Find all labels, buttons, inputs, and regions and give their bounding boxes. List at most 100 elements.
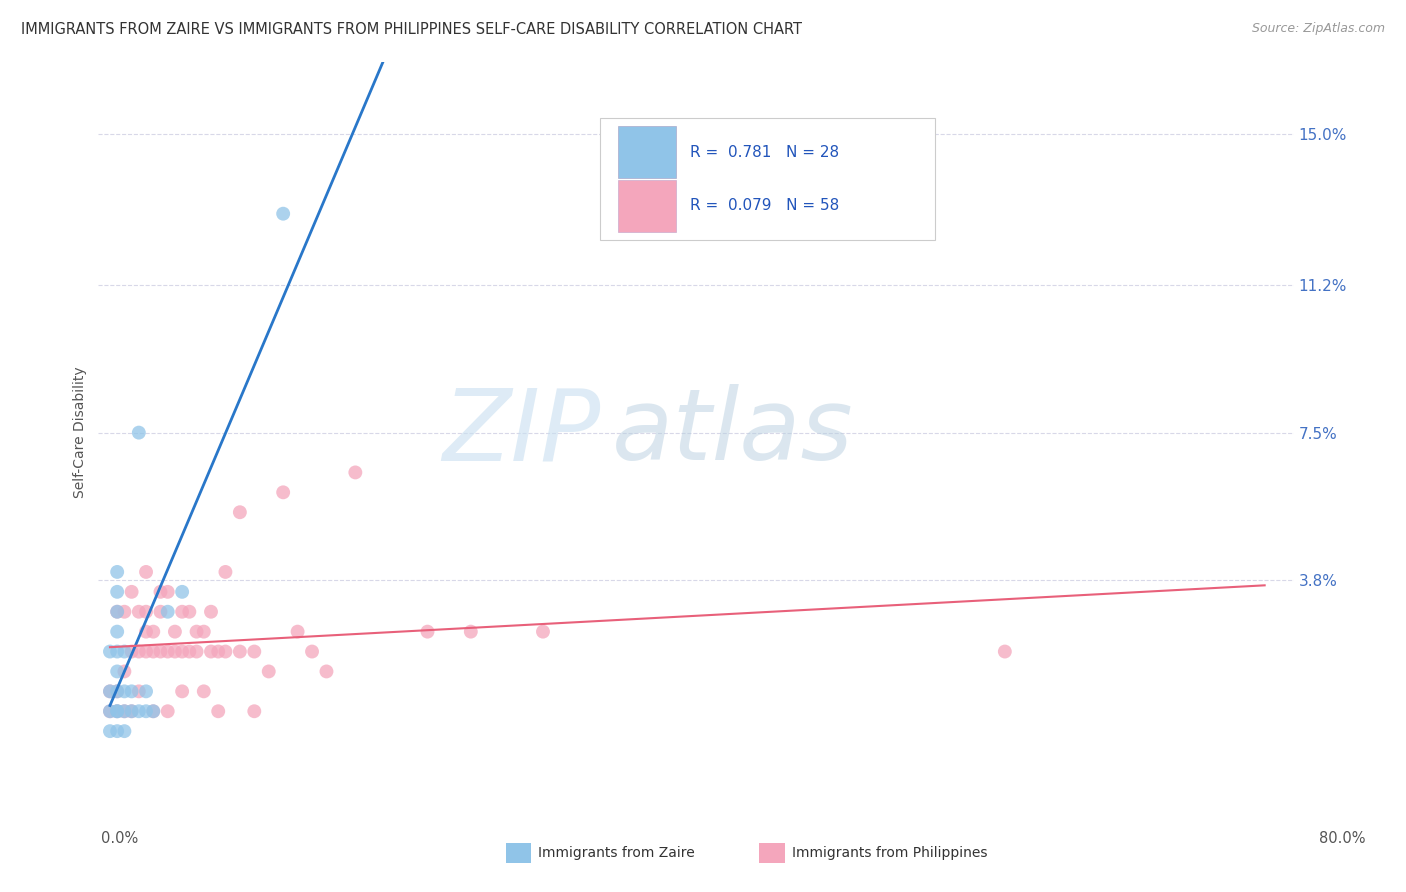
Point <box>142 644 165 658</box>
Point <box>121 704 143 718</box>
Point <box>112 704 135 718</box>
Point <box>121 584 143 599</box>
Point <box>172 605 194 619</box>
Point <box>156 644 179 658</box>
Y-axis label: Self-Care Disability: Self-Care Disability <box>73 367 87 499</box>
Text: IMMIGRANTS FROM ZAIRE VS IMMIGRANTS FROM PHILIPPINES SELF-CARE DISABILITY CORREL: IMMIGRANTS FROM ZAIRE VS IMMIGRANTS FROM… <box>21 22 801 37</box>
Point <box>149 584 172 599</box>
Point <box>105 584 128 599</box>
Text: Source: ZipAtlas.com: Source: ZipAtlas.com <box>1251 22 1385 36</box>
Point <box>214 644 236 658</box>
Point <box>105 665 128 679</box>
Point <box>121 644 143 658</box>
Point <box>98 684 121 698</box>
Point <box>105 684 128 698</box>
Point <box>112 605 135 619</box>
Point <box>128 425 150 440</box>
Point <box>214 565 236 579</box>
Point <box>105 724 128 739</box>
Point <box>121 684 143 698</box>
Point <box>994 644 1017 658</box>
Point <box>121 704 143 718</box>
Point <box>193 684 215 698</box>
Point <box>179 605 201 619</box>
Text: atlas: atlas <box>613 384 853 481</box>
Point <box>531 624 554 639</box>
Point <box>105 605 128 619</box>
FancyBboxPatch shape <box>600 118 935 240</box>
Point <box>135 624 157 639</box>
Point <box>243 644 266 658</box>
Point <box>112 724 135 739</box>
Point <box>271 485 294 500</box>
Point <box>135 704 157 718</box>
Point <box>128 704 150 718</box>
Point <box>105 624 128 639</box>
Text: 80.0%: 80.0% <box>1319 831 1367 847</box>
Point <box>149 605 172 619</box>
Point <box>172 684 194 698</box>
Point <box>98 704 121 718</box>
Point <box>460 624 482 639</box>
Point <box>149 644 172 658</box>
Point <box>105 565 128 579</box>
Point <box>105 704 128 718</box>
Text: 0.0%: 0.0% <box>101 831 138 847</box>
Point <box>193 624 215 639</box>
FancyBboxPatch shape <box>619 180 676 232</box>
Point <box>112 684 135 698</box>
Point <box>112 644 135 658</box>
Point <box>229 505 252 519</box>
Point <box>287 624 309 639</box>
Point <box>98 644 121 658</box>
Point <box>98 724 121 739</box>
Text: ZIP: ZIP <box>441 384 600 481</box>
Point <box>105 704 128 718</box>
Point <box>135 644 157 658</box>
Point <box>207 704 229 718</box>
Point <box>105 644 128 658</box>
FancyBboxPatch shape <box>619 127 676 178</box>
Point <box>243 704 266 718</box>
Point <box>105 684 128 698</box>
Point <box>271 207 294 221</box>
Point <box>98 684 121 698</box>
Point <box>112 665 135 679</box>
Point <box>172 644 194 658</box>
Point <box>344 466 367 480</box>
Point <box>315 665 337 679</box>
Point <box>156 704 179 718</box>
Point <box>186 644 208 658</box>
Point <box>163 644 186 658</box>
Point <box>156 605 179 619</box>
Point <box>172 584 194 599</box>
Point <box>179 644 201 658</box>
Point <box>142 704 165 718</box>
Point <box>257 665 280 679</box>
Point <box>135 605 157 619</box>
Point <box>112 704 135 718</box>
Point <box>142 624 165 639</box>
Point <box>229 644 252 658</box>
Point <box>98 704 121 718</box>
Point <box>200 605 222 619</box>
Point <box>135 684 157 698</box>
Point <box>163 624 186 639</box>
Point <box>128 644 150 658</box>
Text: Immigrants from Zaire: Immigrants from Zaire <box>538 846 695 860</box>
Text: R =  0.079   N = 58: R = 0.079 N = 58 <box>690 198 839 213</box>
Point <box>128 684 150 698</box>
Text: Immigrants from Philippines: Immigrants from Philippines <box>792 846 987 860</box>
Point <box>142 704 165 718</box>
Point <box>105 605 128 619</box>
Point <box>207 644 229 658</box>
Point <box>301 644 323 658</box>
Point <box>200 644 222 658</box>
Point <box>105 704 128 718</box>
Point <box>186 624 208 639</box>
Point <box>128 605 150 619</box>
Point <box>135 565 157 579</box>
Point <box>156 584 179 599</box>
Point <box>416 624 439 639</box>
Text: R =  0.781   N = 28: R = 0.781 N = 28 <box>690 145 839 160</box>
